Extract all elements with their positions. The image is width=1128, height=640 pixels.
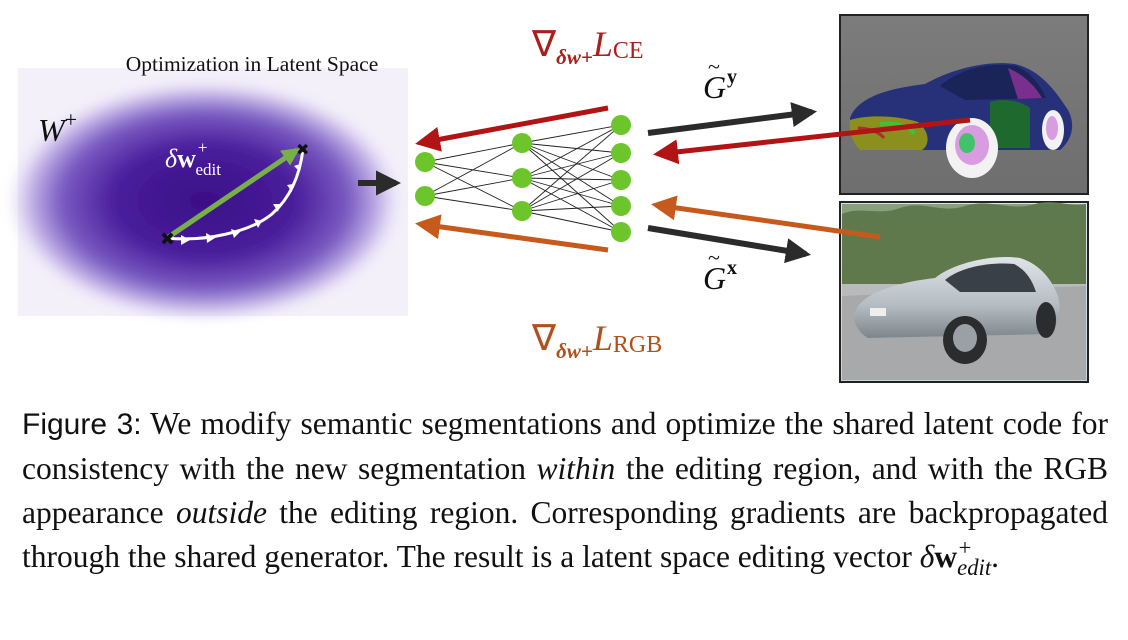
edit-vector-label: δw + edit <box>165 138 221 179</box>
latent-space-label: W+ <box>38 107 77 148</box>
optimization-step-arrows <box>181 164 300 245</box>
output-node <box>611 143 631 163</box>
latent-space-blob <box>5 74 405 318</box>
figure-caption: Figure 3: We modify semantic segmentatio… <box>22 402 1108 579</box>
network-connections <box>424 124 622 233</box>
hidden-node <box>512 133 532 153</box>
input-node <box>415 152 435 172</box>
caption-text-1: We modify semantic segmentations and opt… <box>22 406 1108 486</box>
hidden-node <box>512 168 532 188</box>
input-node <box>415 186 435 206</box>
ce-gradient-arrow <box>653 117 971 165</box>
rgb-gradient-arrow <box>651 195 881 240</box>
caption-math-vector: δw + edit <box>919 534 992 580</box>
start-point-marker: ✖ <box>160 229 175 250</box>
rgb-gradient-backprop-arrow <box>415 214 609 253</box>
edit-vector-arrow <box>165 147 300 241</box>
latent-panel-title: Optimization in Latent Space <box>126 52 379 76</box>
end-point-marker: ✖ <box>296 140 309 159</box>
segmentation-image <box>839 14 1089 195</box>
caption-italic-outside: outside <box>175 495 267 530</box>
caption-end: . <box>991 539 1000 574</box>
shared-generator-network <box>415 115 631 242</box>
generator-y-arrow <box>647 102 817 136</box>
network-nodes <box>415 115 631 242</box>
generator-y-label: G ~ y <box>703 54 737 105</box>
caption-text-3: the editing region. Corresponding gradie… <box>22 495 1108 574</box>
hidden-node <box>512 201 532 221</box>
figure-label: Figure 3: <box>22 408 142 441</box>
generator-x-arrow <box>647 225 811 264</box>
svg-text:x: x <box>727 257 737 279</box>
figure-3-diagram: Optimization in Latent Space W+ ✖ ✖ δw + e… <box>5 14 1089 383</box>
output-node <box>611 115 631 135</box>
svg-text:~: ~ <box>708 54 720 79</box>
svg-text:y: y <box>727 66 737 88</box>
optimization-path <box>166 148 305 241</box>
photo-car <box>854 256 1060 364</box>
rgb-photo-image <box>839 201 1089 383</box>
rgb-gradient-label: ∇δw+LRGB <box>531 318 662 363</box>
svg-text:~: ~ <box>708 245 720 270</box>
caption-italic-within: within <box>536 451 616 486</box>
output-node <box>611 222 631 242</box>
svg-text:G: G <box>703 260 726 296</box>
output-node <box>611 170 631 190</box>
ce-gradient-backprop-arrow <box>415 105 609 152</box>
generator-x-label: G ~ x <box>703 245 737 296</box>
output-node <box>611 196 631 216</box>
latent-space-panel: Optimization in Latent Space W+ ✖ ✖ δw + e… <box>5 52 408 318</box>
ce-gradient-label: ∇δw+LCE <box>531 24 644 69</box>
svg-text:G: G <box>703 69 726 105</box>
caption-text-2: the editing region, and with the RGB app… <box>22 451 1109 530</box>
